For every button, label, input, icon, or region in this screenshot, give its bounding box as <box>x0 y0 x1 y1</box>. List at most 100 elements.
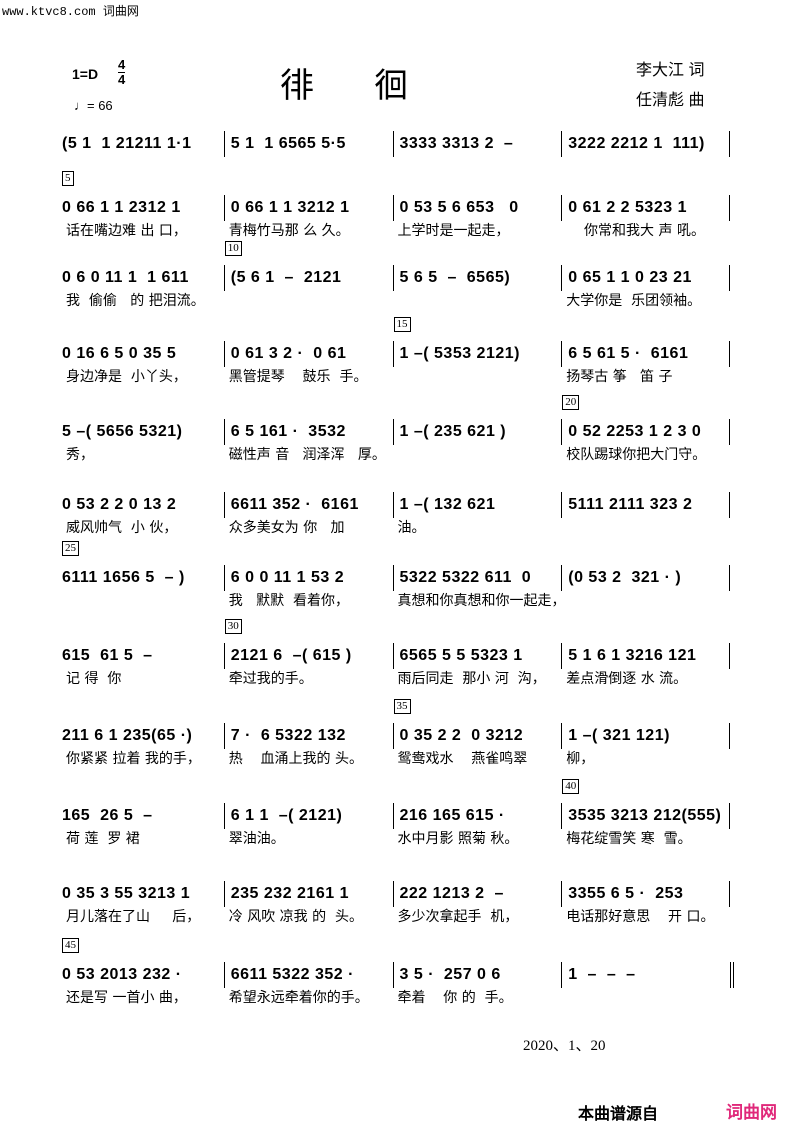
lyric: 雨后同走 那小 河 沟， <box>397 671 546 687</box>
notes: 3535 3213 212(555) <box>568 807 722 824</box>
lyric: 话在嘴边难 出 口， <box>66 223 187 239</box>
credits: 李大江 词 任清彪 曲 <box>636 56 704 116</box>
measure: 0 53 5 6 653 0 上学时是一起走， <box>392 195 562 239</box>
measure: 25 6111 1656 5 – ) <box>62 541 224 591</box>
lyric: 差点滑倒逐 水 流。 <box>566 671 688 687</box>
measure: 6565 5 5 5323 1 雨后同走 那小 河 沟， <box>392 643 562 687</box>
measure-row: 5 0 66 1 1 2312 1 话在嘴边难 出 口， 0 66 1 1 3212 … <box>62 171 730 239</box>
lyric: 柳， <box>566 751 595 767</box>
measure: 216 165 615 · 水中月影 照菊 秋。 <box>392 803 562 847</box>
bar-line <box>729 131 730 157</box>
notes: 6 0 0 11 1 53 2 <box>230 569 345 586</box>
measure: (0 53 2 321 · ) <box>561 565 730 591</box>
key-signature: 1=D <box>72 66 99 82</box>
notes: 5322 5322 611 0 <box>399 569 532 586</box>
bar-line <box>729 723 730 749</box>
lyric: 青梅竹马那 么 久。 <box>228 223 350 239</box>
notes: 0 61 2 2 5323 1 <box>568 199 687 216</box>
measure: 3355 6 5 · 253 电话那好意思 开 口。 <box>561 881 730 925</box>
measure-number: 10 <box>224 241 242 256</box>
bar-line <box>729 492 730 518</box>
notes: 1 – – – <box>568 966 636 983</box>
measure: 7 · 6 5322 132 热 血涌上我的 头。 <box>223 723 393 767</box>
measure-row: 5 –( 5656 5321) 秀， 6 5 161 · 3532 磁性声 音 润泽浑… <box>62 395 730 463</box>
lyric: 记 得 你 <box>66 671 122 687</box>
measure-number: 15 <box>393 317 411 332</box>
notes: 6 5 61 5 · 6161 <box>568 345 689 362</box>
score-system: 0 16 6 5 0 35 5 身边净是 小丫头， 0 61 3 2 · 0 61 黑… <box>62 317 730 385</box>
watermark: www.ktvc8.com 词曲网 <box>2 5 139 19</box>
measure-row: 0 16 6 5 0 35 5 身边净是 小丫头， 0 61 3 2 · 0 61 黑… <box>62 317 730 385</box>
lyric: 上学时是一起走， <box>397 223 510 239</box>
notes: 5111 2111 323 2 <box>568 496 693 513</box>
measure: 615 61 5 – 记 得 你 <box>62 643 224 687</box>
bar-line <box>729 643 730 669</box>
measure: 6 5 61 5 · 6161 扬琴古 筝 笛 子 <box>561 341 730 385</box>
lyric: 磁性声 音 润泽浑 厚。 <box>228 447 386 463</box>
measure: 0 61 2 2 5323 1 你常和我大 声 吼。 <box>561 195 730 239</box>
measure: 5322 5322 611 0 真想和你真想和你一起走， <box>392 565 566 609</box>
notes: 5 1 6 1 3216 121 <box>568 647 697 664</box>
measure: 235 232 2161 1 冷 风吹 凉我 的 头。 <box>223 881 393 925</box>
measure: 6611 352 · 6161 众多美女为 你 加 <box>223 492 393 536</box>
bar-line <box>729 565 730 591</box>
measure: 6 1 1 –( 2121) 翠油油。 <box>223 803 393 847</box>
lyric: 月儿落在了山 后， <box>66 909 201 925</box>
notes: 3222 2212 1 111) <box>568 135 705 152</box>
score-system: 165 26 5 – 荷 莲 罗 裙 6 1 1 –( 2121) 翠油油。 216 1… <box>62 779 730 847</box>
measure: 0 35 3 55 3213 1 月儿落在了山 后， <box>62 881 224 925</box>
measure: 222 1213 2 – 多少次拿起手 机， <box>392 881 562 925</box>
measure-row: 0 53 2 2 0 13 2 威风帅气 小 伙， 6611 352 · 6161 众… <box>62 492 730 536</box>
notes: 1 –( 5353 2121) <box>399 345 520 362</box>
notes: 0 53 2013 232 · <box>62 966 182 983</box>
score-system: 5 0 66 1 1 2312 1 话在嘴边难 出 口， 0 66 1 1 3212 … <box>62 171 730 239</box>
lyric: 你紧紧 拉着 我的手， <box>66 751 201 767</box>
bar-line <box>729 195 730 221</box>
measure: 5 –( 5656 5321) 秀， <box>62 419 224 463</box>
measure: 0 16 6 5 0 35 5 身边净是 小丫头， <box>62 341 224 385</box>
lyricist: 李大江 词 <box>636 62 705 79</box>
score-system: 25 6111 1656 5 – ) 6 0 0 11 1 53 2 我 默默 看着你… <box>62 541 730 609</box>
lyric: 牵过我的手。 <box>228 671 313 687</box>
lyric: 油。 <box>397 520 426 536</box>
score-system: (5 1 1 21211 1·1 5 1 1 6565 5·5 3333 3313 … <box>62 131 730 157</box>
date: 2020、1、20 <box>523 1038 606 1054</box>
notes: 0 16 6 5 0 35 5 <box>62 345 177 362</box>
notes: 222 1213 2 – <box>399 885 504 902</box>
tempo-marking: ♩= 66 <box>74 98 113 113</box>
lyric: 大学你是 乐团领袖。 <box>566 293 702 309</box>
measure-number: 35 <box>393 699 411 714</box>
measure: 40 3535 3213 212(555) 梅花绽雪笑 寒 雪。 <box>561 779 730 847</box>
measure-row: 25 6111 1656 5 – ) 6 0 0 11 1 53 2 我 默默 看着你… <box>62 541 730 609</box>
measure: 0 6 0 11 1 1 611 我 偷偷 的 把泪流。 <box>62 265 224 309</box>
lyric: 黑管提琴 鼓乐 手。 <box>228 369 368 385</box>
measure-number: 5 <box>62 171 74 186</box>
score-system: 211 6 1 235(65 ·) 你紧紧 拉着 我的手， 7 · 6 5322 1… <box>62 699 730 767</box>
notes: 3355 6 5 · 253 <box>568 885 684 902</box>
measure: 35 0 35 2 2 0 3212 鸳鸯戏水 燕雀鸣翠 <box>392 699 562 767</box>
measure: 3 5 · 257 0 6 牵着 你 的 手。 <box>392 962 562 1006</box>
notes: 216 165 615 · <box>399 807 505 824</box>
notes: 1 –( 321 121) <box>568 727 670 744</box>
notes: 0 66 1 1 2312 1 <box>62 199 181 216</box>
lyric: 热 血涌上我的 头。 <box>228 751 364 767</box>
notes: 5 –( 5656 5321) <box>62 423 183 440</box>
measure: 5 0 66 1 1 2312 1 话在嘴边难 出 口， <box>62 171 224 239</box>
measure: 1 – – – <box>561 962 734 988</box>
measure-row: 165 26 5 – 荷 莲 罗 裙 6 1 1 –( 2121) 翠油油。 216 1… <box>62 779 730 847</box>
notes: 6611 5322 352 · <box>230 966 354 983</box>
measure-row: 211 6 1 235(65 ·) 你紧紧 拉着 我的手， 7 · 6 5322 1… <box>62 699 730 767</box>
measure: 1 –( 132 621 油。 <box>392 492 562 536</box>
measure: 5111 2111 323 2 <box>561 492 730 518</box>
measure: 5 1 1 6565 5·5 <box>223 131 393 157</box>
lyric: 我 偷偷 的 把泪流。 <box>66 293 205 309</box>
footer-source-label: 本曲谱源自 <box>578 1106 659 1123</box>
lyric: 多少次拿起手 机， <box>397 909 519 925</box>
measure: 0 61 3 2 · 0 61 黑管提琴 鼓乐 手。 <box>223 341 393 385</box>
notes: 6 5 161 · 3532 <box>230 423 346 440</box>
measure: 0 65 1 1 0 23 21 大学你是 乐团领袖。 <box>561 265 730 309</box>
measure: 15 1 –( 5353 2121) <box>392 317 562 367</box>
lyric: 秀， <box>66 447 94 463</box>
measure: 6 0 0 11 1 53 2 我 默默 看着你， <box>223 565 393 609</box>
notes: 0 66 1 1 3212 1 <box>230 199 350 216</box>
